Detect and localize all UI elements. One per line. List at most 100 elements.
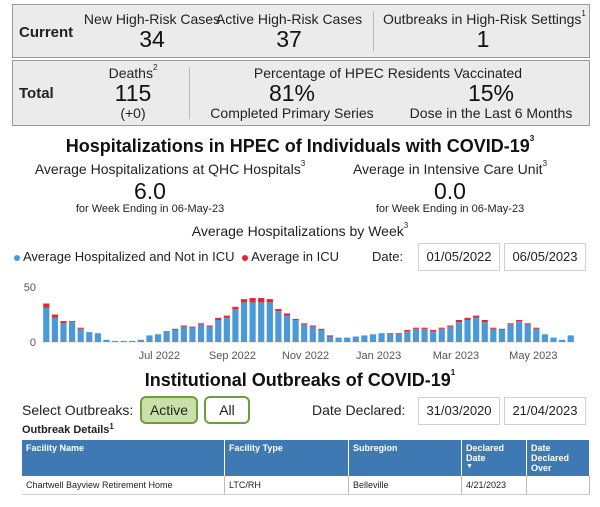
bar-icu: [507, 323, 514, 325]
bar-not-icu: [421, 328, 428, 342]
col-declared-date[interactable]: Declared Date ▼: [461, 440, 527, 476]
select-outbreaks-label: Select Outbreaks:: [22, 402, 134, 418]
bar-icu: [533, 327, 540, 329]
bar-icu: [223, 315, 230, 318]
chart-date-to-input[interactable]: 06/05/2023: [504, 243, 586, 271]
bar-not-icu: [447, 326, 454, 342]
bar-icu: [387, 333, 394, 335]
active-cases-stat: Active High-Risk Cases 37: [213, 11, 365, 51]
bar-not-icu: [430, 331, 437, 342]
avg-icu-value: 0.0: [434, 178, 466, 204]
active-cases-label: Active High-Risk Cases: [215, 11, 363, 27]
bar-not-icu: [369, 334, 377, 342]
bar-icu: [412, 327, 420, 329]
bar-not-icu: [223, 317, 230, 342]
primary-series-label: Completed Primary Series: [210, 105, 374, 121]
x-tick-label: May 2023: [509, 350, 557, 362]
x-tick-label: Jul 2022: [139, 350, 181, 362]
weekly-chart-title: Average Hospitalizations by Week3: [191, 221, 409, 239]
bar-not-icu: [86, 332, 93, 342]
bar-not-icu: [51, 317, 58, 342]
bar-not-icu: [516, 321, 523, 342]
outbreak-date-to-input[interactable]: 21/04/2023: [504, 397, 586, 425]
bar-not-icu: [232, 309, 239, 342]
col-facility-type[interactable]: Facility Type: [224, 440, 349, 476]
bar-icu: [60, 321, 67, 324]
bar-icu: [189, 326, 196, 328]
bar-not-icu: [180, 326, 187, 342]
all-outbreaks-button[interactable]: All: [204, 396, 250, 424]
chart-date-from-input[interactable]: 01/05/2022: [418, 243, 500, 271]
bar-icu: [524, 323, 531, 325]
bar-icu: [258, 298, 265, 303]
bar-icu: [395, 333, 402, 335]
bar-icu: [404, 329, 411, 331]
recent-dose-label: Dose in the Last 6 Months: [409, 105, 573, 121]
bar-icu: [283, 313, 291, 316]
total-stats-panel: Total Deaths2 115 (+0) Percentage of HPE…: [12, 60, 590, 126]
bar-not-icu: [395, 334, 402, 342]
bar-icu: [197, 323, 205, 325]
col-facility-name[interactable]: Facility Name: [22, 440, 225, 476]
bar-icu: [172, 328, 179, 330]
x-tick-label: Nov 2022: [282, 350, 329, 362]
table-row[interactable]: Chartwell Bayview Retirement Home LTC/RH…: [22, 476, 590, 495]
cell-date-declared-over: [526, 476, 590, 495]
bar-not-icu: [103, 339, 110, 342]
bar-icu: [68, 321, 76, 323]
col-date-declared-over[interactable]: Date Declared Over: [526, 440, 590, 476]
col-subregion[interactable]: Subregion: [348, 440, 462, 476]
bar-icu: [43, 303, 50, 308]
deaths-value: 115: [114, 80, 152, 106]
bar-icu: [326, 335, 334, 337]
current-stats-panel: Current New High-Risk Cases 34 Active Hi…: [12, 4, 590, 58]
table-header-row: Facility Name Facility Type Subregion De…: [22, 440, 590, 476]
bar-not-icu: [94, 333, 101, 342]
bar-not-icu: [455, 322, 463, 342]
date-declared-label: Date Declared:: [312, 402, 406, 418]
x-tick-label: Jan 2023: [356, 350, 401, 362]
bar-not-icu: [524, 324, 531, 342]
bar-not-icu: [258, 302, 265, 342]
bar-icu: [232, 306, 239, 309]
outbreak-details-table: Facility Name Facility Type Subregion De…: [22, 440, 590, 495]
primary-series-stat: 81% Completed Primary Series: [207, 81, 377, 121]
bar-not-icu: [498, 329, 506, 342]
avg-icu-week: for Week Ending in 06-May-23: [375, 203, 525, 215]
bar-not-icu: [275, 311, 282, 342]
y-tick-label: 50: [24, 282, 36, 294]
divider: [189, 67, 190, 119]
bar-not-icu: [240, 302, 248, 342]
date-label: Date:: [372, 249, 404, 264]
outbreaks-stat: Outbreaks in High-Risk Settings1 1: [383, 9, 586, 51]
weekly-hospitalizations-chart: 0 50 Jul 2022 Sep 2022 Nov 2022 Jan 2023 Mar 2…: [24, 282, 575, 362]
active-outbreaks-button[interactable]: Active: [140, 396, 198, 424]
bar-not-icu: [68, 322, 76, 342]
avg-qhc-value: 6.0: [134, 178, 166, 204]
hospitalizations-title: Hospitalizations in HPEC of Individuals …: [65, 134, 535, 156]
bar-icu: [206, 325, 213, 327]
avg-qhc-week: for Week Ending in 06-May-23: [75, 203, 225, 215]
bar-not-icu: [335, 337, 342, 342]
bar-icu: [275, 309, 282, 312]
bar-not-icu: [318, 329, 325, 342]
bar-icu: [490, 327, 497, 329]
bar-icu: [301, 323, 308, 325]
bar-not-icu: [215, 320, 222, 342]
cell-facility-type: LTC/RH: [224, 476, 349, 495]
bar-not-icu: [309, 326, 316, 342]
bar-not-icu: [378, 333, 385, 342]
legend-not-icu-label: Average Hospitalized and Not in ICU: [23, 249, 235, 264]
bar-icu: [455, 320, 463, 323]
bar-not-icu: [77, 328, 84, 342]
bar-not-icu: [154, 334, 162, 342]
bar-not-icu: [60, 323, 67, 342]
bar-not-icu: [43, 307, 50, 342]
bar-not-icu: [473, 317, 480, 342]
bar-not-icu: [559, 339, 566, 342]
bar-icu: [438, 327, 445, 329]
x-tick-label: Mar 2023: [433, 350, 479, 362]
outbreak-date-from-input[interactable]: 31/03/2020: [418, 397, 500, 425]
bar-icu: [266, 299, 273, 303]
new-cases-stat: New High-Risk Cases 34: [77, 11, 227, 51]
